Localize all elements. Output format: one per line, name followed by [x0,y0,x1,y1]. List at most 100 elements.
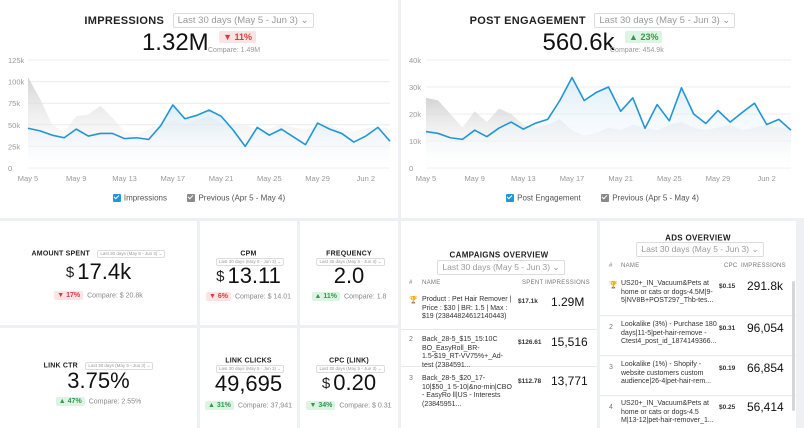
cpm-sub: ▼ 6% Compare: $ 14.01 [200,292,297,301]
table-row[interactable]: 2 Back_28-5_$15_15:10C BO_EasyRoll_BR-1.… [401,330,597,369]
legend-impressions[interactable]: Impressions [112,193,167,203]
campaigns-header: CAMPAIGNS OVERVIEW [401,246,597,264]
campaigns-range-dropdown[interactable]: Last 30 days (May 5 - Jun 3) ⌄ [437,260,565,276]
campaign-name: Product : Pet Hair Remover | Price : $30… [422,296,512,320]
series-current-line [27,104,391,148]
trophy-icon: 🏆 [409,297,418,304]
row-number: 2 [609,324,613,331]
cpm-value: 13.11 [227,263,281,288]
y-tick-label: 100k [8,78,25,87]
cpm-compare: Compare: $ 14.01 [234,293,292,301]
frequency-range-dropdown[interactable]: Last 30 days (May 5 - Jun 3) ⌄ [316,257,385,266]
cpm-range-row: Last 30 days (May 5 - Jun 3) ⌄ [200,253,297,271]
link-clicks-range-dropdown[interactable]: Last 30 days (May 5 - Jun 3) ⌄ [215,364,285,373]
legend-impressions-label: Impressions [123,193,167,203]
legend-previous-label: Previous (Apr 5 - May 4) [612,193,699,203]
y-tick-label: 20k [409,110,421,119]
link-ctr-header: LINK CTR Last 30 days (May 5 - Jun 3) ⌄ [0,357,197,375]
campaigns-card: CAMPAIGNS OVERVIEW Last 30 days (May 5 -… [401,221,597,428]
table-row[interactable]: 4 US20+_IN_Vacuum&Pets at home or cats o… [600,396,796,428]
link-clicks-sub: ▲ 31% Compare: 37,941 [200,401,297,410]
impressions-range-label: Last 30 days (May 5 - Jun 3) [177,15,298,27]
legend-previous[interactable]: Previous (Apr 5 - May 4) [601,193,699,202]
cpm-value-row: $13.11 [200,263,297,289]
link-clicks-range-row: Last 30 days (May 5 - Jun 3) ⌄ [200,360,297,378]
y-tick-label: 10k [409,137,421,146]
impressions-card: IMPRESSIONS Last 30 days (May 5 - Jun 3)… [0,0,398,218]
cpc-link-range-dropdown[interactable]: Last 30 days (May 5 - Jun 3) ⌄ [316,364,385,373]
link-ctr-range-dropdown[interactable]: Last 30 days (May 5 - Jun 3) ⌄ [85,361,154,370]
row-number: 2 [409,336,413,343]
ads-range-label: Last 30 days (May 5 - Jun 3) [641,244,750,255]
legend-previous[interactable]: Previous (Apr 5 - May 4) [187,193,285,202]
cpm-range-dropdown[interactable]: Last 30 days (May 5 - Jun 3) ⌄ [215,257,285,266]
ad-name: Lookalike (1%) - Shopify - website custo… [621,361,712,385]
amount-spent-value-row: $17.4k [0,259,197,285]
link-clicks-header: LINK CLICKS [200,352,297,370]
link-ctr-range-label: Last 30 days (May 5 - Jun 3) [88,362,146,368]
x-tick-label: May 21 [608,174,633,183]
impressions-range-dropdown[interactable]: Last 30 days (May 5 - Jun 3) ⌄ [172,13,314,29]
y-tick-label: 0 [8,164,12,173]
engagement-range-dropdown[interactable]: Last 30 days (May 5 - Jun 3) ⌄ [594,13,736,29]
cpc-link-value-row: $0.20 [300,370,398,396]
cpc-link-card: CPC (LINK) Last 30 days (May 5 - Jun 3) … [300,328,398,428]
row-number: 4 [609,404,613,411]
x-tick-label: May 5 [416,174,436,183]
impressions-title: IMPRESSIONS [84,14,165,27]
cpm-card: CPM Last 30 days (May 5 - Jun 3) ⌄ $13.1… [200,221,297,325]
engagement-delta-badge: ▲ 23% [625,31,663,43]
ads-range-row: Last 30 days (May 5 - Jun 3) ⌄ [600,241,796,259]
column-header-impressions: IMPRESSIONS [545,280,590,286]
amount-spent-header: AMOUNT SPENT Last 30 days (May 5 - Jun 3… [0,245,197,263]
cpc-link-range-label: Last 30 days (May 5 - Jun 3) [319,365,377,371]
ads-title: ADS OVERVIEW [665,233,731,243]
column-header-impressions: IMPRESSIONS [741,263,786,269]
amount-spent-range-label: Last 30 days (May 5 - Jun 3) [100,250,158,256]
y-tick-label: 30k [409,83,421,92]
column-header-name: NAME [621,263,640,269]
ads-range-dropdown[interactable]: Last 30 days (May 5 - Jun 3) ⌄ [636,242,764,258]
link-ctr-delta-badge: ▲ 47% [55,397,85,406]
table-row[interactable]: 🏆 US20+_IN_Vacuum&Pets at home or cats o… [600,274,796,316]
frequency-range-row: Last 30 days (May 5 - Jun 3) ⌄ [300,253,398,271]
ad-name: Lookalike (3%) - Purchase 180 days|11-5|… [621,321,717,345]
table-row[interactable]: 3 Lookalike (1%) - Shopify - website cus… [600,356,796,396]
x-tick-label: May 25 [657,174,682,183]
ad-cpc: $0.31 [719,325,736,332]
amount-spent-range-dropdown[interactable]: Last 30 days (May 5 - Jun 3) ⌄ [97,249,166,258]
link-clicks-value: 49,695 [214,371,283,396]
y-tick-label: 0 [409,164,413,173]
campaigns-range-label: Last 30 days (May 5 - Jun 3) [442,262,551,273]
impressions-value: 1.32M [141,29,209,56]
ads-card: ADS OVERVIEW Last 30 days (May 5 - Jun 3… [600,221,796,428]
ad-impressions: 66,854 [747,361,784,375]
frequency-title: FREQUENCY [326,250,372,258]
link-ctr-compare: Compare: 2.55% [88,398,142,406]
row-number: 3 [409,375,413,382]
cpc-link-sub: ▼ 34% Compare: $ 0.31 [300,401,398,410]
legend-engagement[interactable]: Post Engagement [506,193,581,202]
x-tick-label: May 13 [112,174,137,183]
amount-spent-value: 17.4k [77,259,132,284]
engagement-chart: 0 10k 20k 30k 40k May 5 May 9 May 13 May 17 May 2… [409,56,792,183]
impressions-chart: 0 25k 50k 75k 100k 125k May 5 May 9 May 13 May 17… [8,56,391,183]
ad-impressions: 96,054 [747,321,784,335]
table-row[interactable]: 2 Lookalike (3%) - Purchase 180 days|11-… [600,316,796,356]
cpm-title: CPM [240,250,257,258]
x-tick-label: May 5 [18,174,38,183]
column-header-cpc: CPC [724,263,738,269]
engagement-header: POST ENGAGEMENT Last 30 days (May 5 - Ju… [401,12,804,30]
link-clicks-title: LINK CLICKS [225,357,272,365]
series-current-area [28,104,390,168]
table-row[interactable]: 3 Back_28-5_$20_17-10|$50_1 5-10|&no-min… [401,367,597,408]
ads-header: ADS OVERVIEW [600,229,796,247]
table-row[interactable]: 🏆 Product : Pet Hair Remover | Price : $… [401,291,597,330]
cpm-range-label: Last 30 days (May 5 - Jun 3) [218,258,276,264]
chevron-down-icon: ⌄ [722,15,731,27]
legend-engagement-label: Post Engagement [517,193,581,203]
y-tick-label: 40k [409,56,421,65]
scrollbar[interactable] [792,281,795,411]
link-clicks-compare: Compare: 37,941 [237,402,292,410]
engagement-range-label: Last 30 days (May 5 - Jun 3) [599,15,720,27]
